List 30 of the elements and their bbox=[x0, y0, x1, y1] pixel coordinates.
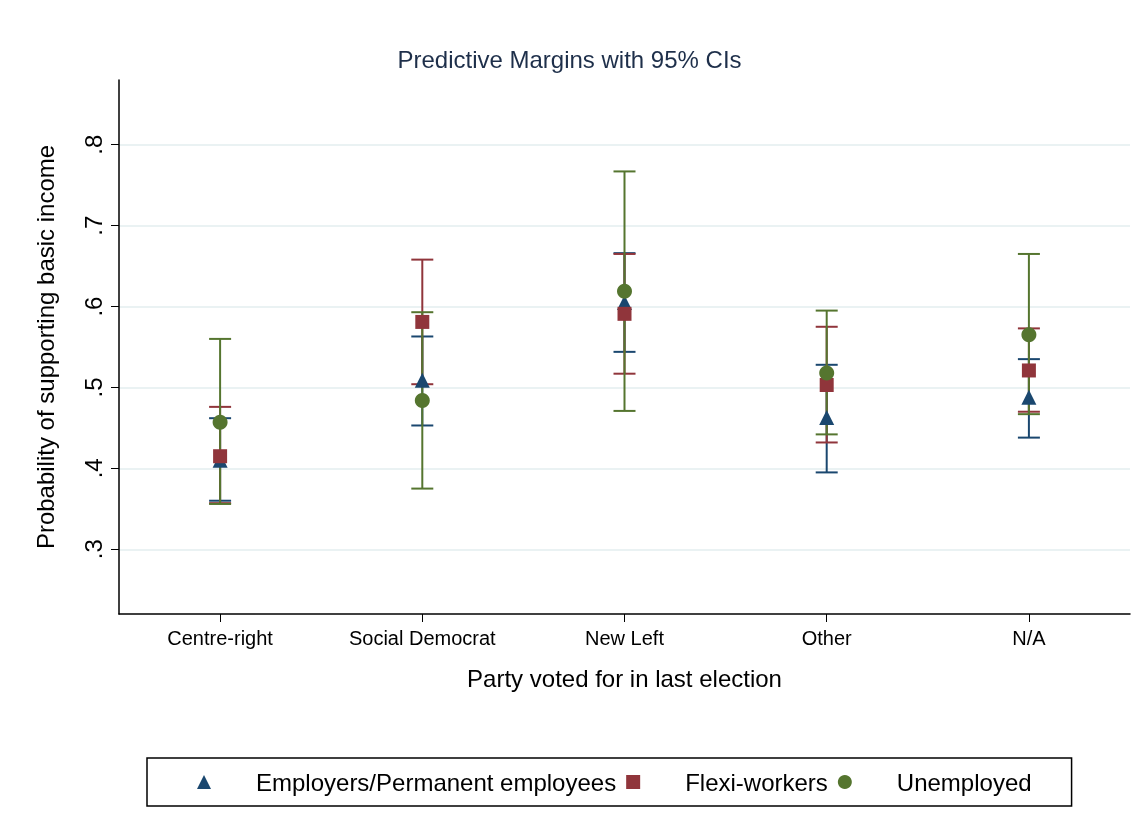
x-tick-label: Social Democrat bbox=[348, 627, 497, 649]
point bbox=[819, 409, 835, 425]
point bbox=[819, 365, 835, 381]
y-tick-label: .5 bbox=[79, 377, 107, 398]
legend-label: Employers/Permanent employees bbox=[256, 768, 617, 796]
point bbox=[1021, 363, 1036, 378]
y-axis-title: Probability of supporting basic income bbox=[31, 144, 59, 550]
y-tick-label: .6 bbox=[79, 296, 107, 317]
point bbox=[1021, 327, 1037, 343]
x-tick-label: Centre-right bbox=[167, 627, 274, 649]
point bbox=[819, 378, 834, 393]
point bbox=[414, 372, 430, 388]
point bbox=[617, 306, 632, 321]
x-axis-title: Party voted for in last election bbox=[467, 664, 782, 692]
y-tick-label: .7 bbox=[79, 215, 107, 236]
point bbox=[1021, 389, 1037, 405]
legend-label: Unemployed bbox=[896, 768, 1032, 796]
point bbox=[617, 283, 632, 299]
y-tick-label: .8 bbox=[79, 134, 107, 155]
point bbox=[415, 314, 430, 329]
x-tick-label: New Left bbox=[585, 627, 665, 649]
x-tick-label: Other bbox=[801, 627, 853, 649]
x-tick-label: N/A bbox=[1012, 627, 1047, 649]
point bbox=[212, 414, 228, 430]
point bbox=[414, 392, 430, 408]
y-tick-label: .3 bbox=[79, 539, 107, 560]
chart-title: Predictive Margins with 95% CIs bbox=[397, 45, 742, 73]
y-tick-label: .4 bbox=[79, 458, 107, 479]
legend-label: Flexi-workers bbox=[685, 768, 828, 796]
point bbox=[213, 449, 228, 464]
